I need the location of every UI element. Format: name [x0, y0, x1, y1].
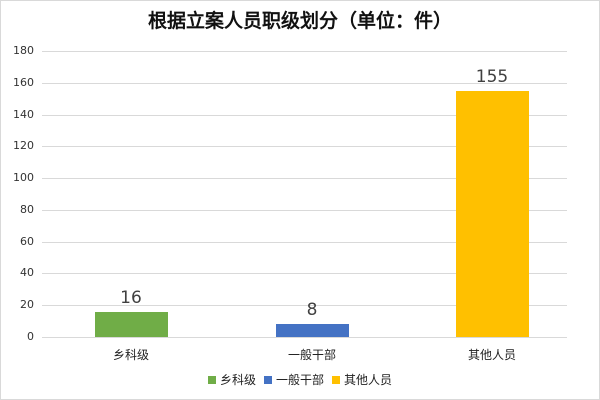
gridline: [42, 273, 567, 275]
legend-label: 一般干部: [275, 373, 324, 387]
chart-title: 根据立案人员职级划分（单位：件）: [147, 10, 452, 32]
y-tick-label: 100: [13, 171, 34, 185]
legend-label: 乡科级: [219, 373, 256, 387]
x-tick-label: 其他人员: [467, 348, 516, 362]
legend-item-other: 其他人员: [332, 371, 392, 388]
gridline: [42, 178, 567, 180]
y-tick-label: 40: [20, 266, 34, 280]
data-label: 8: [306, 300, 318, 321]
bar-1: [275, 324, 349, 337]
y-tick-label: 180: [13, 44, 34, 57]
gridline: [42, 146, 567, 148]
gridline: [42, 51, 567, 52]
y-tick-label: 20: [20, 298, 34, 312]
legend-item-xiangke: 乡科级: [207, 371, 256, 388]
data-label: 155: [475, 66, 509, 87]
gridline: [42, 305, 567, 307]
gridline: [42, 241, 567, 243]
plot-area: 16 8 155: [42, 51, 567, 338]
gridline: [42, 209, 567, 211]
legend-swatch-green: [207, 375, 216, 384]
x-tick-label: 乡科级: [112, 348, 149, 362]
y-tick-label: 120: [13, 139, 34, 153]
gridline: [42, 337, 567, 338]
y-tick-label: 0: [27, 330, 34, 343]
y-tick-label: 160: [13, 75, 34, 89]
y-tick-label: 140: [13, 107, 34, 121]
legend-swatch-blue: [263, 375, 272, 384]
y-tick-label: 80: [20, 202, 34, 216]
legend-swatch-yellow: [332, 375, 340, 384]
x-tick-label: 一般干部: [287, 348, 336, 362]
legend: 乡科级 一般干部 其他人员: [0, 371, 600, 388]
data-label: 16: [120, 287, 142, 308]
bar-0: [94, 311, 168, 337]
legend-item-general-cadre: 一般干部: [263, 371, 324, 388]
gridline: [42, 114, 567, 116]
legend-label: 其他人员: [344, 373, 393, 387]
gridline: [42, 82, 567, 84]
bar-2: [455, 90, 529, 337]
y-tick-label: 60: [20, 234, 34, 248]
